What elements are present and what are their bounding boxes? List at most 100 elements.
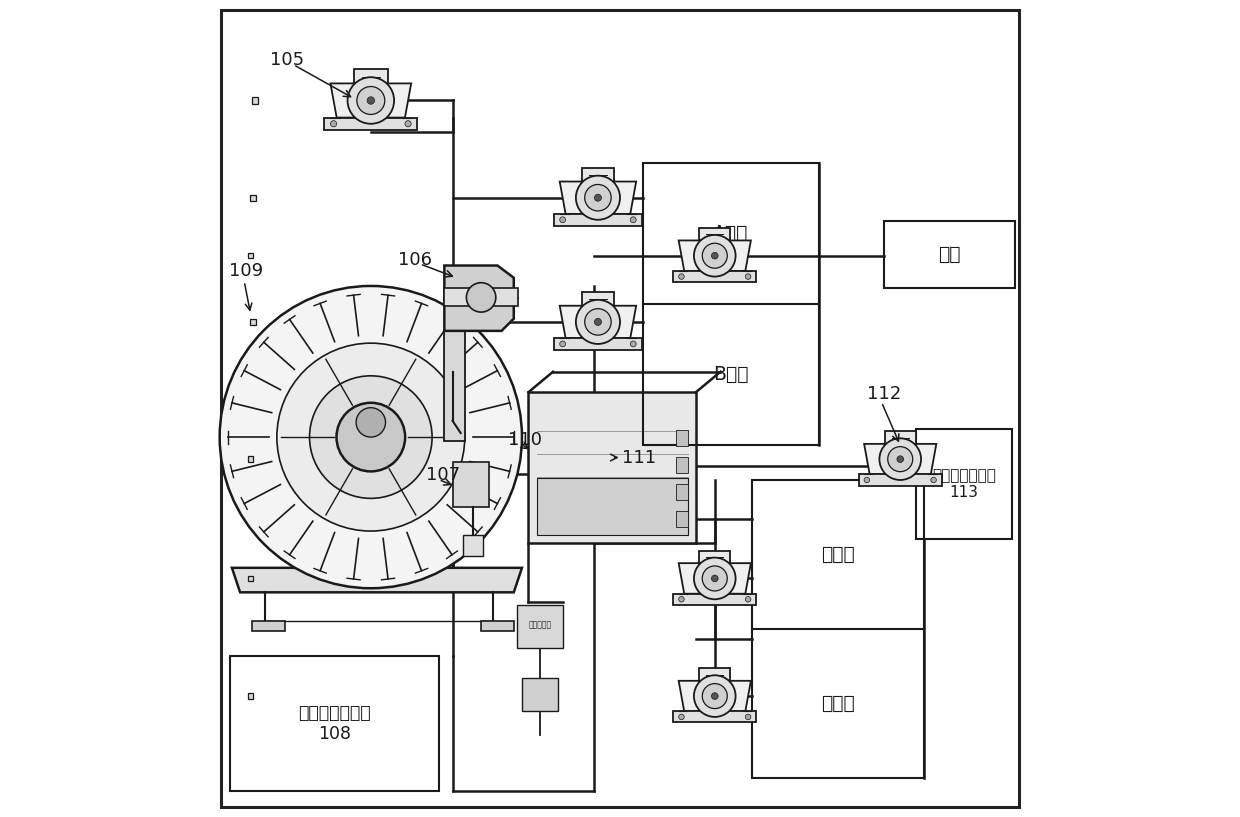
Circle shape <box>219 286 522 588</box>
Circle shape <box>745 274 751 279</box>
Circle shape <box>356 408 386 437</box>
Circle shape <box>575 176 620 220</box>
Text: 110: 110 <box>508 431 542 449</box>
Circle shape <box>630 341 636 347</box>
Circle shape <box>702 243 728 268</box>
Bar <box>884 221 1014 288</box>
Polygon shape <box>170 253 175 258</box>
Bar <box>231 656 439 791</box>
Bar <box>858 475 942 485</box>
Text: 标准液: 标准液 <box>821 545 856 564</box>
Polygon shape <box>249 319 255 325</box>
Bar <box>463 535 482 556</box>
Circle shape <box>888 447 913 471</box>
Circle shape <box>694 558 735 600</box>
Bar <box>753 480 924 778</box>
Circle shape <box>702 566 728 591</box>
Circle shape <box>575 300 620 344</box>
Circle shape <box>594 319 601 325</box>
Bar <box>699 551 730 563</box>
Circle shape <box>559 217 565 223</box>
Circle shape <box>702 684 728 708</box>
Circle shape <box>712 575 718 582</box>
Text: 106: 106 <box>398 251 432 269</box>
Circle shape <box>678 274 684 279</box>
Polygon shape <box>170 694 175 699</box>
Circle shape <box>712 693 718 699</box>
Polygon shape <box>248 576 253 581</box>
Polygon shape <box>559 181 636 214</box>
Polygon shape <box>167 319 174 325</box>
Bar <box>673 594 756 605</box>
Polygon shape <box>678 563 751 594</box>
Bar <box>324 118 418 130</box>
Circle shape <box>585 185 611 211</box>
Bar <box>253 621 285 631</box>
Bar <box>916 429 1012 539</box>
Polygon shape <box>559 306 636 338</box>
Polygon shape <box>248 694 253 699</box>
Bar <box>444 331 465 441</box>
Text: 清洗液废液装置
108: 清洗液废液装置 108 <box>298 704 371 743</box>
Bar <box>676 484 688 500</box>
Circle shape <box>277 343 465 531</box>
Polygon shape <box>248 253 253 258</box>
Circle shape <box>594 194 601 201</box>
Polygon shape <box>167 194 174 201</box>
Circle shape <box>559 341 565 347</box>
Circle shape <box>310 376 432 498</box>
Bar <box>522 678 558 711</box>
Text: B标液: B标液 <box>713 365 749 384</box>
Circle shape <box>745 714 751 720</box>
Circle shape <box>745 596 751 602</box>
Polygon shape <box>248 457 253 462</box>
Bar <box>673 712 756 722</box>
Circle shape <box>367 96 374 105</box>
Circle shape <box>694 675 735 717</box>
Bar <box>444 288 518 306</box>
Text: 112: 112 <box>867 385 901 403</box>
Bar <box>676 511 688 527</box>
Polygon shape <box>165 97 171 104</box>
Circle shape <box>879 438 921 480</box>
Text: 压力传感器: 压力传感器 <box>528 620 552 630</box>
Circle shape <box>336 403 405 471</box>
Bar <box>554 338 642 350</box>
Bar <box>537 478 688 535</box>
Circle shape <box>357 87 384 114</box>
Bar <box>528 392 696 543</box>
Bar <box>517 605 563 648</box>
Circle shape <box>330 121 337 127</box>
Bar <box>642 163 818 445</box>
Text: A标液: A标液 <box>713 225 749 243</box>
Circle shape <box>405 121 412 127</box>
Circle shape <box>678 596 684 602</box>
Text: 质控液废液装置
113: 质控液废液装置 113 <box>932 468 996 500</box>
Bar <box>453 462 490 507</box>
Polygon shape <box>444 266 513 331</box>
Text: 废液: 废液 <box>937 244 961 264</box>
Circle shape <box>585 309 611 335</box>
Circle shape <box>864 477 869 483</box>
Circle shape <box>712 252 718 259</box>
Polygon shape <box>330 83 412 118</box>
Text: 反应液: 反应液 <box>821 694 856 712</box>
Polygon shape <box>678 240 751 271</box>
Bar <box>699 668 730 681</box>
Bar <box>554 214 642 225</box>
Bar <box>673 271 756 282</box>
Text: 107: 107 <box>425 467 460 484</box>
Polygon shape <box>170 457 175 462</box>
Text: 105: 105 <box>270 51 305 69</box>
Circle shape <box>694 235 735 276</box>
Bar <box>676 457 688 473</box>
Bar <box>353 69 388 83</box>
Bar <box>582 292 614 306</box>
Polygon shape <box>864 444 936 475</box>
Polygon shape <box>249 194 255 201</box>
Text: 111: 111 <box>621 449 656 467</box>
Circle shape <box>931 477 936 483</box>
Bar <box>885 431 915 444</box>
Circle shape <box>630 217 636 223</box>
Circle shape <box>347 78 394 124</box>
